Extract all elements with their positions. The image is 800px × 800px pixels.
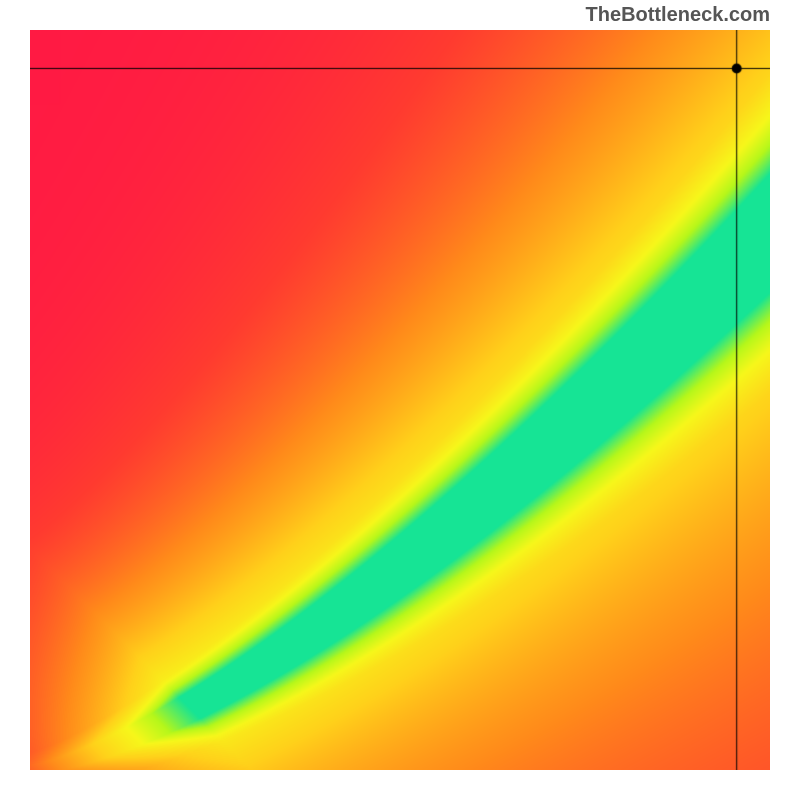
heatmap-plot [30,30,770,770]
heatmap-canvas [30,30,770,770]
watermark-text: TheBottleneck.com [586,4,770,27]
